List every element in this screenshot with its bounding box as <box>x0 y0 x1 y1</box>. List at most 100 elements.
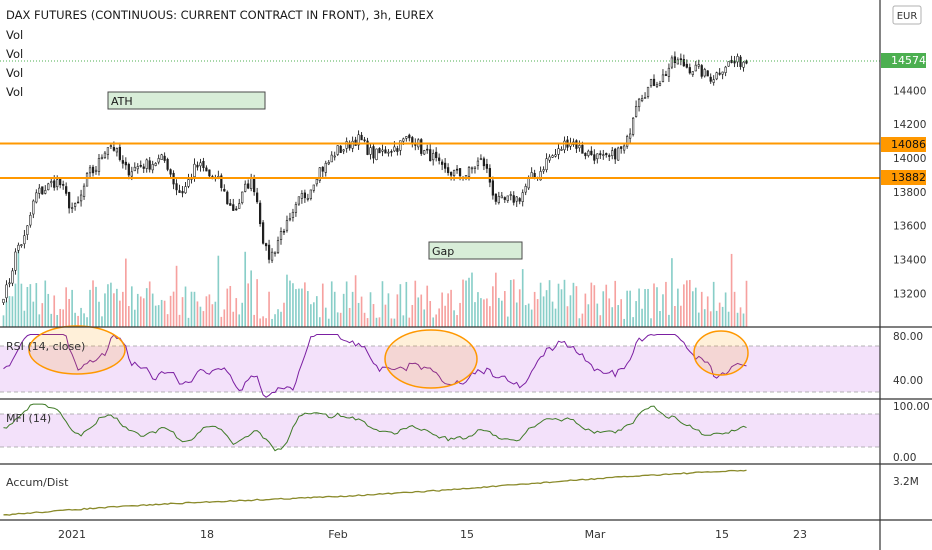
candle-body <box>106 147 110 155</box>
volume-bar <box>605 284 608 327</box>
volume-bar <box>187 317 190 327</box>
volume-bar <box>348 307 351 327</box>
volume-bar <box>274 314 276 327</box>
volume-bar <box>453 310 455 327</box>
volume-bar <box>327 318 330 327</box>
candle-body <box>599 153 602 156</box>
volume-bar <box>524 305 527 327</box>
candle-body <box>554 154 557 157</box>
volume-bar <box>650 318 652 327</box>
volume-bar <box>683 284 685 327</box>
volume-bar <box>315 296 318 327</box>
volume-bar <box>653 283 655 327</box>
candle-body <box>455 168 459 171</box>
volume-bar <box>626 290 628 327</box>
candle-body <box>673 56 677 63</box>
candle-body <box>396 148 399 152</box>
candle-body <box>300 193 304 199</box>
volume-bar <box>709 311 712 327</box>
chart-title[interactable]: DAX FUTURES (CONTINUOUS: CURRENT CONTRAC… <box>6 8 434 22</box>
price-axis[interactable]: EUR 14400 14200 14000 13800 13600 13400 13200 <box>892 5 926 300</box>
currency-badge[interactable] <box>892 5 922 25</box>
volume-bar <box>324 307 327 327</box>
last-price-tag-bg <box>881 53 926 68</box>
candle-body <box>688 67 691 74</box>
volume-bar <box>226 288 229 327</box>
volume-bar <box>268 291 270 327</box>
volume-bar <box>56 314 59 327</box>
accum-dist-label[interactable]: Accum/Dist <box>6 476 69 489</box>
candle-body <box>41 186 44 195</box>
volume-bar <box>414 280 417 327</box>
volume-bar <box>474 302 476 327</box>
legend-vol-4[interactable]: Vol <box>6 85 23 99</box>
candle-body <box>115 148 119 153</box>
candle-body <box>441 161 444 165</box>
volume-bar <box>130 286 133 327</box>
candle-body <box>229 203 232 206</box>
volume-bar <box>614 280 617 327</box>
volume-bar <box>321 283 324 327</box>
support-resistance-levels[interactable] <box>0 142 880 179</box>
candle-body <box>279 231 283 240</box>
time-axis[interactable]: 2021 18 Feb 15 Mar 15 23 <box>58 528 807 541</box>
candle-body <box>345 141 348 149</box>
volume-bar <box>333 291 336 327</box>
candle-body <box>623 145 626 151</box>
volume-bar <box>623 318 625 327</box>
volume-bar <box>629 290 631 327</box>
volume-bar <box>125 258 127 327</box>
rsi-label[interactable]: RSI (14, close) <box>6 340 85 353</box>
volume-bar <box>548 280 551 327</box>
volume-bar <box>77 315 79 327</box>
candle-body <box>706 70 709 77</box>
candle-body <box>184 186 187 194</box>
mfi-label[interactable]: MFI (14) <box>6 412 51 425</box>
candle-body <box>85 173 89 187</box>
price-candles[interactable] <box>2 51 748 306</box>
legend-vol-3[interactable]: Vol <box>6 66 23 80</box>
legend-vol-1[interactable]: Vol <box>6 28 23 42</box>
rsi-highlight-2[interactable] <box>384 329 478 389</box>
candle-body <box>94 169 98 172</box>
level-tag-lower-bg <box>881 170 926 185</box>
ath-note[interactable]: ATH <box>107 91 266 110</box>
candle-body <box>139 164 142 167</box>
volume-bar <box>405 281 408 327</box>
volume-bar <box>232 311 235 327</box>
volume-bar <box>566 306 569 327</box>
candle-body <box>685 63 688 68</box>
candle-body <box>62 184 65 186</box>
volume-bar <box>286 274 288 327</box>
volume-bar <box>503 291 506 327</box>
volume-bar <box>644 289 646 327</box>
gap-note[interactable]: Gap <box>428 241 523 260</box>
legend-vol-2[interactable]: Vol <box>6 47 23 61</box>
candle-body <box>285 220 289 231</box>
volume-bar <box>163 300 166 327</box>
volume-bar <box>247 283 250 327</box>
volume-bar <box>113 293 115 327</box>
volume-bar <box>181 297 184 327</box>
volume-bar <box>211 304 214 327</box>
volume-bar <box>178 314 181 327</box>
volume-bar <box>486 298 488 327</box>
volume-bar <box>611 307 614 327</box>
candle-body <box>432 153 435 161</box>
candle-body <box>643 97 647 99</box>
volume-bar <box>363 312 366 327</box>
candle-body <box>697 64 700 67</box>
candle-body <box>127 164 130 176</box>
mfi-line <box>3 403 747 452</box>
candle-body <box>169 169 172 175</box>
volume-bar <box>381 281 384 327</box>
rsi-highlight-3[interactable] <box>693 330 749 376</box>
volume-bar <box>727 311 730 327</box>
candle-body <box>253 177 256 193</box>
volume-bar <box>2 315 5 327</box>
rsi-highlight-1[interactable] <box>28 325 126 375</box>
volume-bar <box>563 279 566 327</box>
candle-body <box>584 152 587 157</box>
